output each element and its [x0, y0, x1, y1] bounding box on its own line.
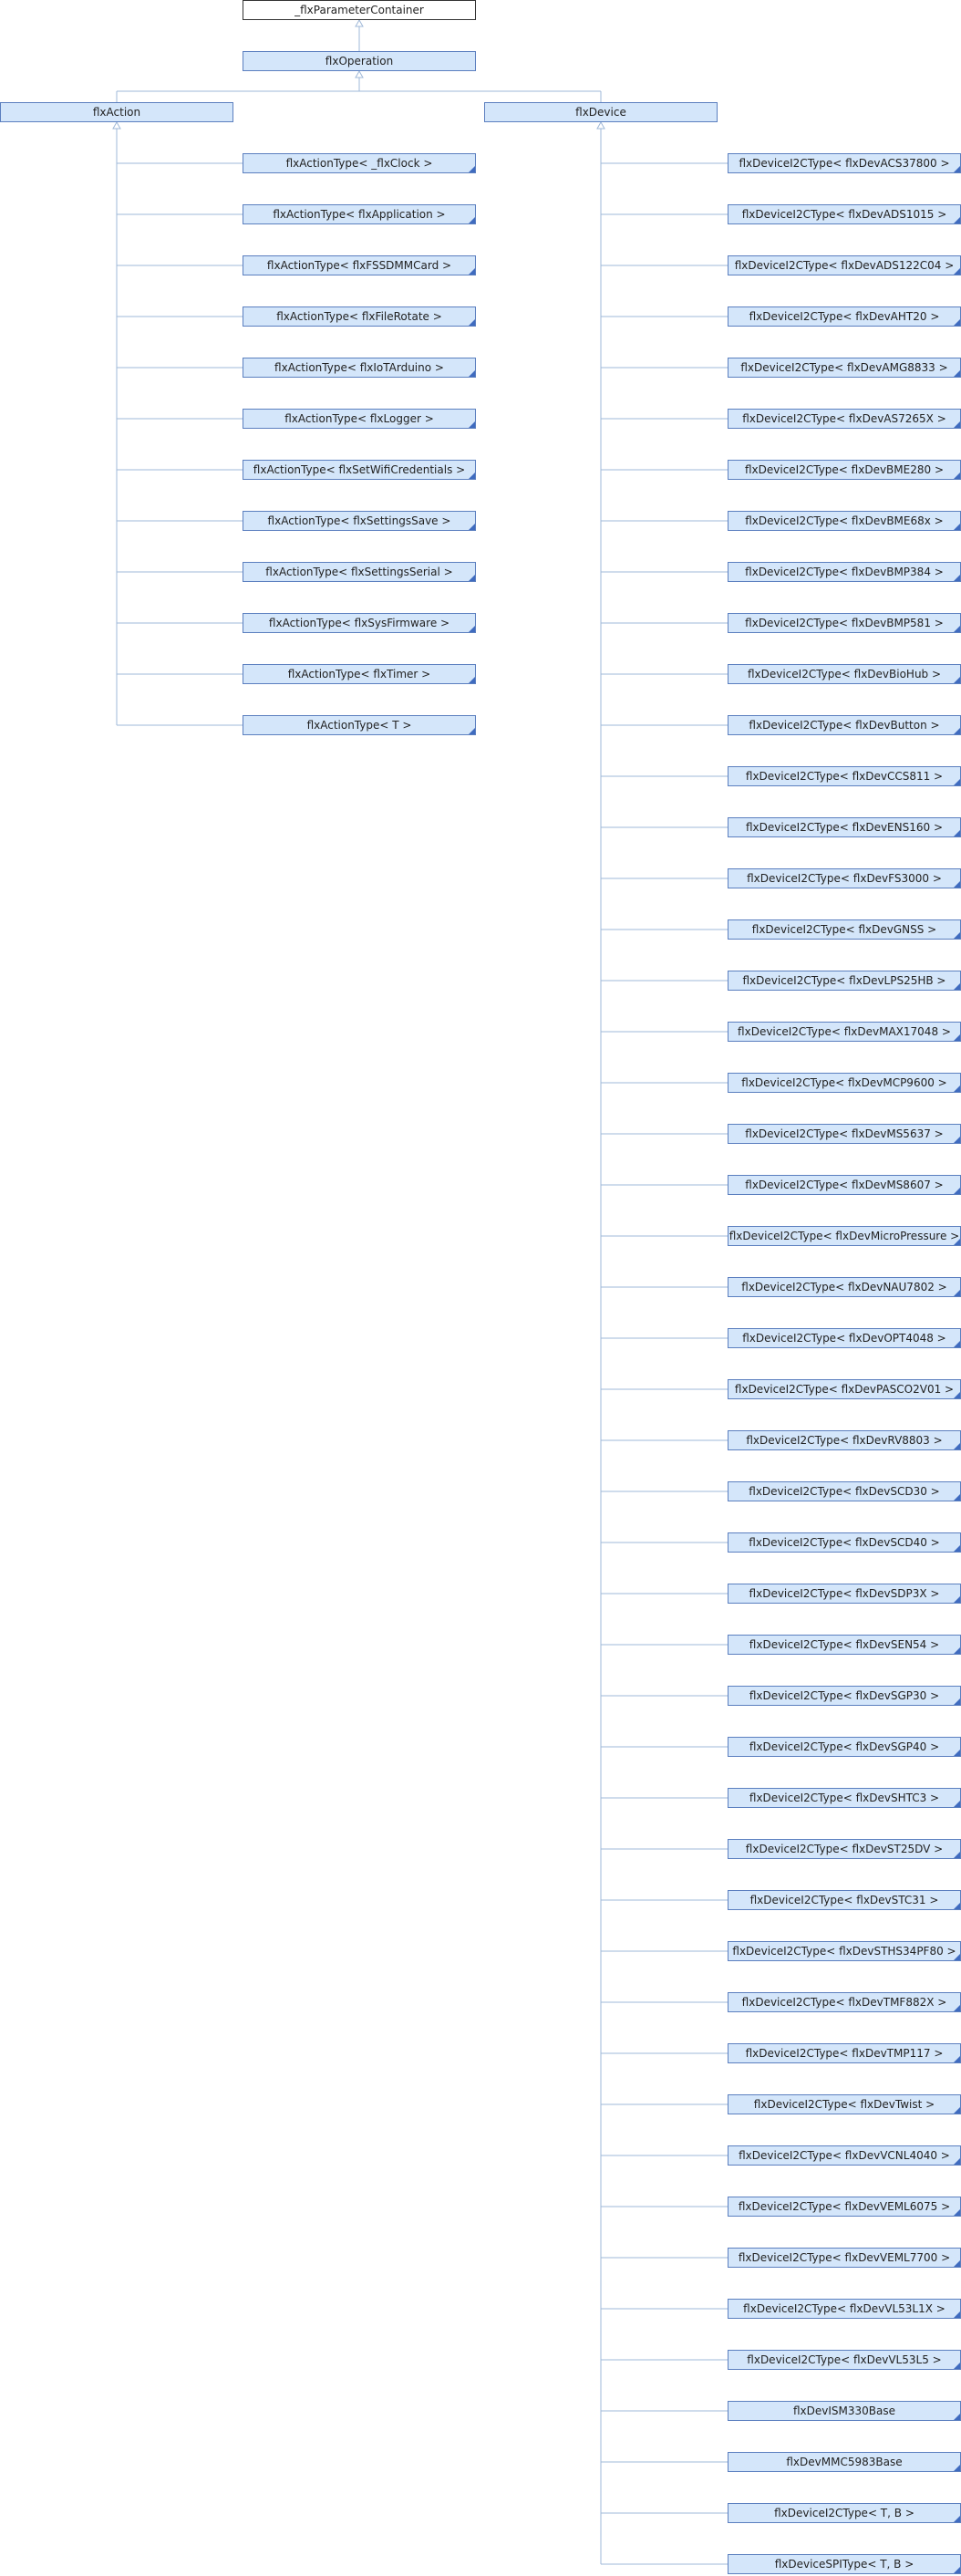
arrow-to-device — [596, 120, 605, 130]
node-flx-operation[interactable]: flxOperation — [243, 51, 476, 71]
node-device-child-flxdevicei2ctype-flxdevtwist[interactable]: flxDeviceI2CType< flxDevTwist > — [728, 2094, 961, 2114]
node-device-child-flxdevicei2ctype-flxdevvl53l1x[interactable]: flxDeviceI2CType< flxDevVL53L1X > — [728, 2299, 961, 2319]
node-device-child-flxdevicei2ctype-flxdevopt4048[interactable]: flxDeviceI2CType< flxDevOPT4048 > — [728, 1328, 961, 1348]
node-device-child-flxdevicei2ctype-flxdevens160[interactable]: flxDeviceI2CType< flxDevENS160 > — [728, 817, 961, 837]
node-action-child-flxactiontype-flxtimer[interactable]: flxActionType< flxTimer > — [243, 664, 476, 684]
node-action-child-flxactiontype-flxsettingsserial[interactable]: flxActionType< flxSettingsSerial > — [243, 562, 476, 582]
node-device-child-flxdevicespitype-t-b[interactable]: flxDeviceSPIType< T, B > — [728, 2554, 961, 2574]
node-device-child-flxdevicei2ctype-flxdevms5637[interactable]: flxDeviceI2CType< flxDevMS5637 > — [728, 1124, 961, 1144]
node-flx-device[interactable]: flxDevice — [484, 102, 718, 122]
arrow-to-root — [355, 18, 364, 27]
node-device-child-flxdevicei2ctype-flxdevsen54[interactable]: flxDeviceI2CType< flxDevSEN54 > — [728, 1635, 961, 1655]
node-device-child-flxdevicei2ctype-flxdevmcp9600[interactable]: flxDeviceI2CType< flxDevMCP9600 > — [728, 1073, 961, 1093]
node-flx-parameter-container: _flxParameterContainer — [243, 0, 476, 20]
node-action-child-flxactiontype-t[interactable]: flxActionType< T > — [243, 715, 476, 735]
node-device-child-flxdevicei2ctype-flxdevbme280[interactable]: flxDeviceI2CType< flxDevBME280 > — [728, 460, 961, 480]
node-device-child-flxdevmmc5983base[interactable]: flxDevMMC5983Base — [728, 2452, 961, 2472]
node-device-child-flxdevicei2ctype-flxdevsgp30[interactable]: flxDeviceI2CType< flxDevSGP30 > — [728, 1686, 961, 1706]
node-device-child-flxdevicei2ctype-flxdevscd30[interactable]: flxDeviceI2CType< flxDevSCD30 > — [728, 1481, 961, 1501]
node-device-child-flxdevicei2ctype-flxdevveml6075[interactable]: flxDeviceI2CType< flxDevVEML6075 > — [728, 2197, 961, 2217]
node-device-child-flxdevicei2ctype-flxdevrv8803[interactable]: flxDeviceI2CType< flxDevRV8803 > — [728, 1430, 961, 1450]
node-device-child-flxdevicei2ctype-flxdevsdp3x[interactable]: flxDeviceI2CType< flxDevSDP3X > — [728, 1584, 961, 1604]
node-device-child-flxdevicei2ctype-flxdevmax17048[interactable]: flxDeviceI2CType< flxDevMAX17048 > — [728, 1022, 961, 1042]
node-action-child-flxactiontype-flxsetwificredentials[interactable]: flxActionType< flxSetWifiCredentials > — [243, 460, 476, 480]
node-device-child-flxdevicei2ctype-flxdevas7265x[interactable]: flxDeviceI2CType< flxDevAS7265X > — [728, 409, 961, 429]
node-action-child-flxactiontype-flxfilerotate[interactable]: flxActionType< flxFileRotate > — [243, 306, 476, 327]
node-device-child-flxdevicei2ctype-flxdevbmp384[interactable]: flxDeviceI2CType< flxDevBMP384 > — [728, 562, 961, 582]
node-device-child-flxdevicei2ctype-flxdevamg8833[interactable]: flxDeviceI2CType< flxDevAMG8833 > — [728, 358, 961, 378]
node-device-child-flxdevicei2ctype-flxdevsgp40[interactable]: flxDeviceI2CType< flxDevSGP40 > — [728, 1737, 961, 1757]
node-device-child-flxdevicei2ctype-flxdevccs811[interactable]: flxDeviceI2CType< flxDevCCS811 > — [728, 766, 961, 786]
node-device-child-flxdevicei2ctype-flxdevstc31[interactable]: flxDeviceI2CType< flxDevSTC31 > — [728, 1890, 961, 1910]
node-device-child-flxdevicei2ctype-flxdevbme68x[interactable]: flxDeviceI2CType< flxDevBME68x > — [728, 511, 961, 531]
node-device-child-flxdevicei2ctype-flxdevvl53l5[interactable]: flxDeviceI2CType< flxDevVL53L5 > — [728, 2350, 961, 2370]
node-device-child-flxdevicei2ctype-flxdevms8607[interactable]: flxDeviceI2CType< flxDevMS8607 > — [728, 1175, 961, 1195]
node-device-child-flxdevicei2ctype-flxdevmicropressure[interactable]: flxDeviceI2CType< flxDevMicroPressure > — [728, 1226, 961, 1246]
node-action-child-flxactiontype-flxclock[interactable]: flxActionType< _flxClock > — [243, 153, 476, 173]
node-device-child-flxdevicei2ctype-flxdevshtc3[interactable]: flxDeviceI2CType< flxDevSHTC3 > — [728, 1788, 961, 1808]
node-device-child-flxdevicei2ctype-flxdevads1015[interactable]: flxDeviceI2CType< flxDevADS1015 > — [728, 204, 961, 224]
node-action-child-flxactiontype-flxsettingssave[interactable]: flxActionType< flxSettingsSave > — [243, 511, 476, 531]
node-device-child-flxdevicei2ctype-flxdevveml7700[interactable]: flxDeviceI2CType< flxDevVEML7700 > — [728, 2248, 961, 2268]
node-flx-action[interactable]: flxAction — [0, 102, 233, 122]
node-device-child-flxdevicei2ctype-flxdevgnss[interactable]: flxDeviceI2CType< flxDevGNSS > — [728, 919, 961, 940]
node-device-child-flxdevicei2ctype-flxdevnau7802[interactable]: flxDeviceI2CType< flxDevNAU7802 > — [728, 1277, 961, 1297]
node-device-child-flxdevicei2ctype-flxdevaht20[interactable]: flxDeviceI2CType< flxDevAHT20 > — [728, 306, 961, 327]
node-device-child-flxdevicei2ctype-flxdevads122c04[interactable]: flxDeviceI2CType< flxDevADS122C04 > — [728, 255, 961, 275]
node-device-child-flxdevicei2ctype-flxdevsths34pf80[interactable]: flxDeviceI2CType< flxDevSTHS34PF80 > — [728, 1941, 961, 1961]
node-device-child-flxdevism330base[interactable]: flxDevISM330Base — [728, 2401, 961, 2421]
node-device-child-flxdevicei2ctype-flxdevfs3000[interactable]: flxDeviceI2CType< flxDevFS3000 > — [728, 868, 961, 888]
node-device-child-flxdevicei2ctype-flxdevbutton[interactable]: flxDeviceI2CType< flxDevButton > — [728, 715, 961, 735]
node-device-child-flxdevicei2ctype-t-b[interactable]: flxDeviceI2CType< T, B > — [728, 2503, 961, 2523]
node-action-child-flxactiontype-flxiotarduino[interactable]: flxActionType< flxIoTArduino > — [243, 358, 476, 378]
node-device-child-flxdevicei2ctype-flxdevlps25hb[interactable]: flxDeviceI2CType< flxDevLPS25HB > — [728, 971, 961, 991]
arrow-to-action — [112, 120, 121, 130]
node-device-child-flxdevicei2ctype-flxdevacs37800[interactable]: flxDeviceI2CType< flxDevACS37800 > — [728, 153, 961, 173]
node-action-child-flxactiontype-flxsysfirmware[interactable]: flxActionType< flxSysFirmware > — [243, 613, 476, 633]
node-action-child-flxactiontype-flxapplication[interactable]: flxActionType< flxApplication > — [243, 204, 476, 224]
node-device-child-flxdevicei2ctype-flxdevtmf882x[interactable]: flxDeviceI2CType< flxDevTMF882X > — [728, 1992, 961, 2012]
node-device-child-flxdevicei2ctype-flxdevpasco2v01[interactable]: flxDeviceI2CType< flxDevPASCO2V01 > — [728, 1379, 961, 1399]
node-device-child-flxdevicei2ctype-flxdevvcnl4040[interactable]: flxDeviceI2CType< flxDevVCNL4040 > — [728, 2145, 961, 2166]
arrow-to-operation — [355, 69, 364, 78]
node-action-child-flxactiontype-flxlogger[interactable]: flxActionType< flxLogger > — [243, 409, 476, 429]
node-device-child-flxdevicei2ctype-flxdevscd40[interactable]: flxDeviceI2CType< flxDevSCD40 > — [728, 1532, 961, 1553]
node-device-child-flxdevicei2ctype-flxdevst25dv[interactable]: flxDeviceI2CType< flxDevST25DV > — [728, 1839, 961, 1859]
node-device-child-flxdevicei2ctype-flxdevbiohub[interactable]: flxDeviceI2CType< flxDevBioHub > — [728, 664, 961, 684]
node-device-child-flxdevicei2ctype-flxdevbmp581[interactable]: flxDeviceI2CType< flxDevBMP581 > — [728, 613, 961, 633]
node-action-child-flxactiontype-flxfssdmmcard[interactable]: flxActionType< flxFSSDMMCard > — [243, 255, 476, 275]
node-device-child-flxdevicei2ctype-flxdevtmp117[interactable]: flxDeviceI2CType< flxDevTMP117 > — [728, 2043, 961, 2063]
